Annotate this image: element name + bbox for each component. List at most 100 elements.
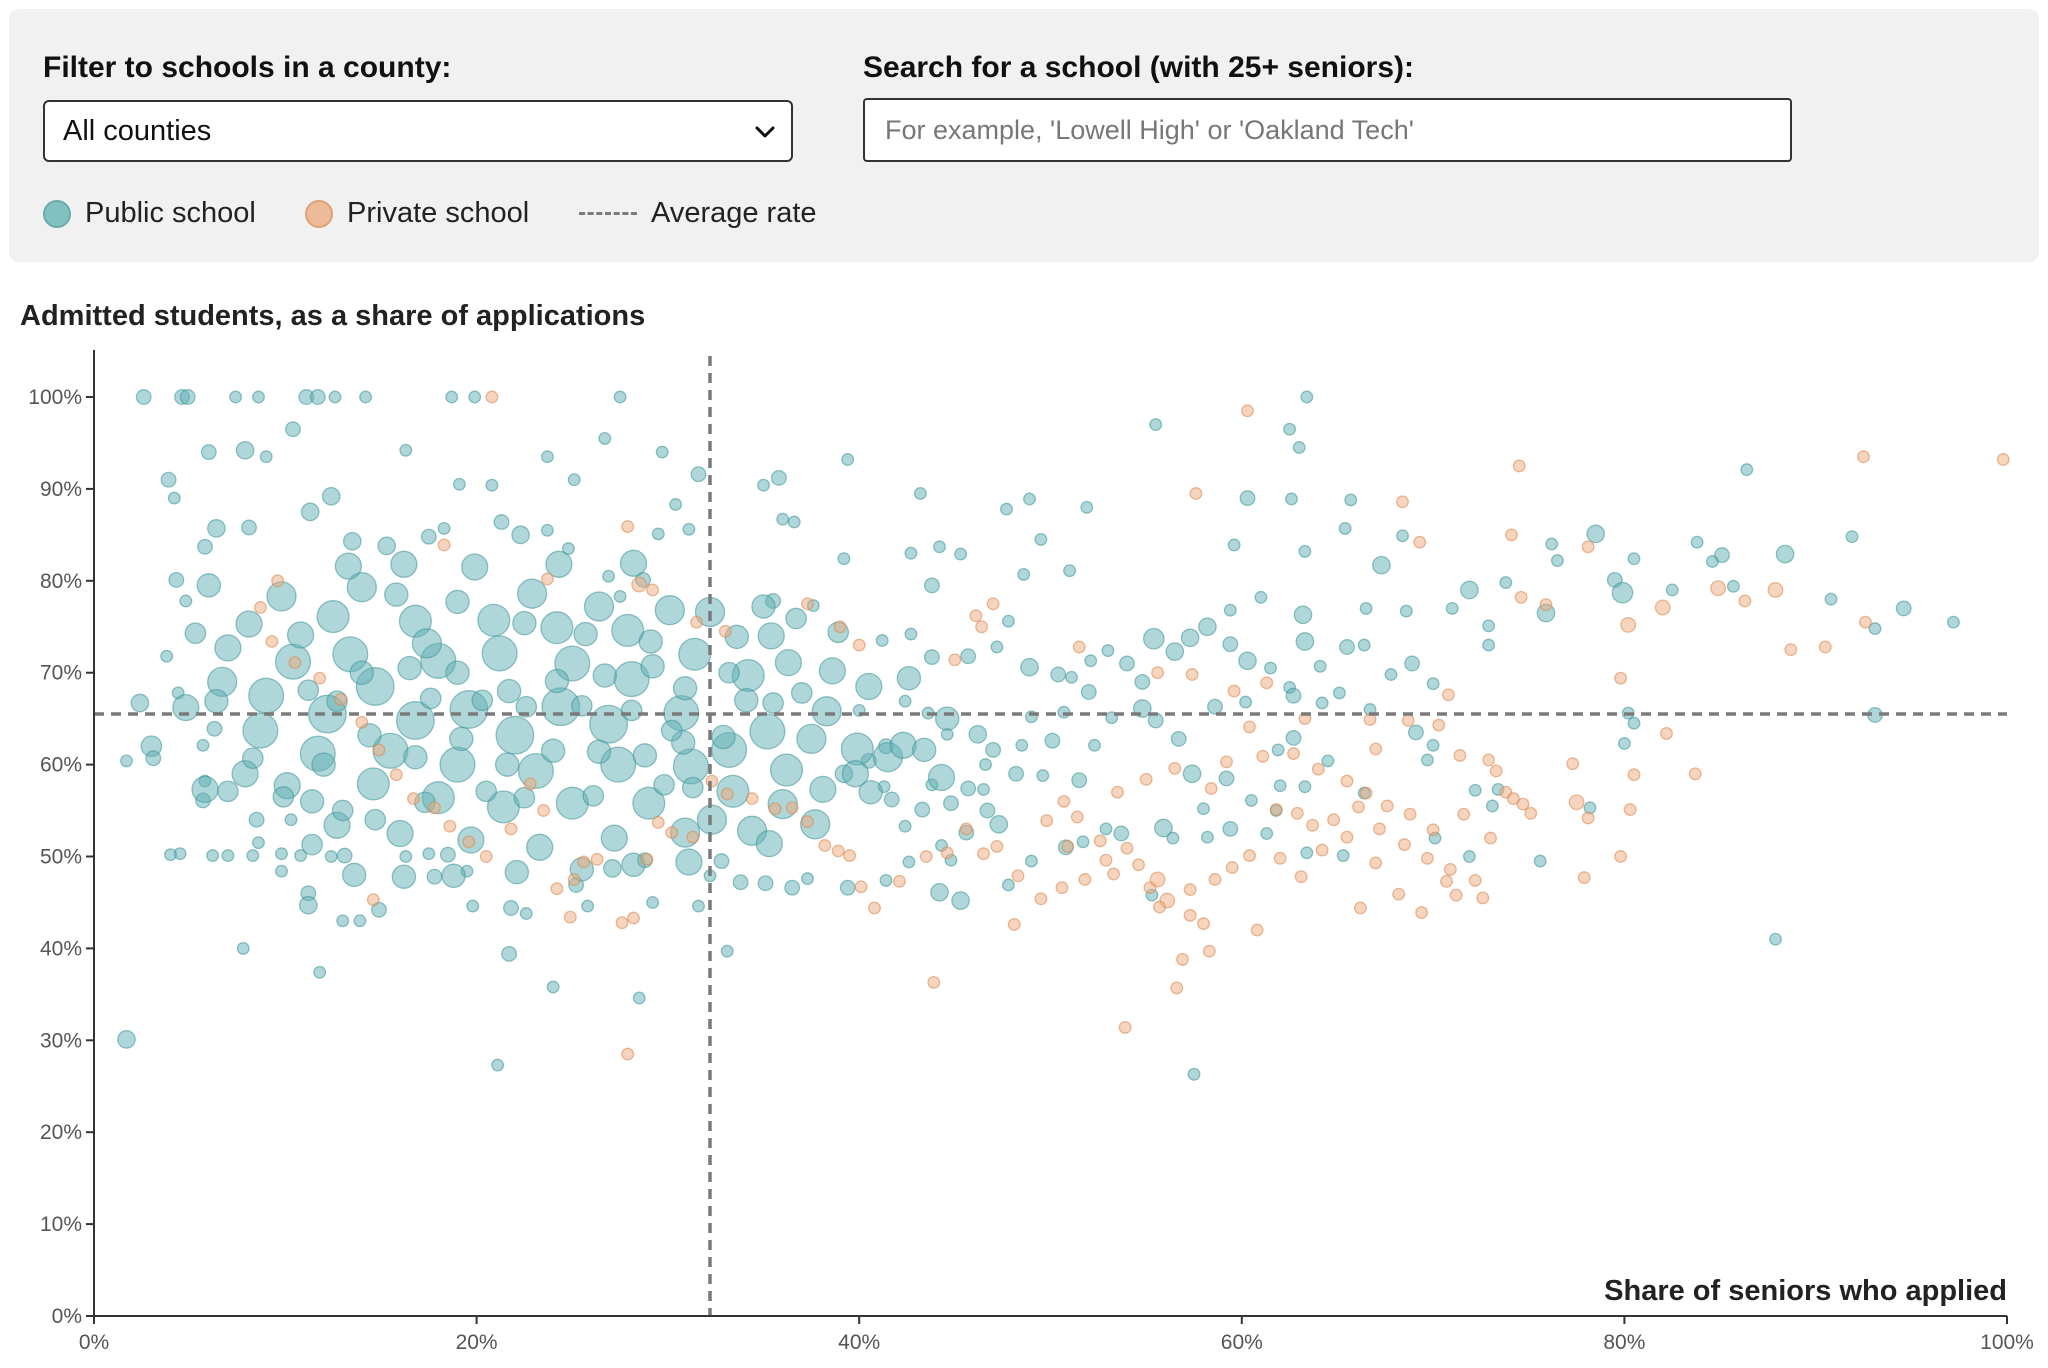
public-school-point: [1321, 754, 1335, 768]
public-school-point: [297, 679, 320, 702]
private-school-point: [1151, 666, 1165, 680]
public-school-point: [471, 689, 494, 712]
private-school-point: [1183, 883, 1197, 897]
public-school-point: [1293, 605, 1313, 625]
public-school-point: [1336, 849, 1350, 863]
private-school-point: [843, 849, 857, 863]
public-school-point: [540, 611, 574, 645]
public-school-point: [391, 864, 417, 889]
public-school-point: [191, 775, 219, 804]
public-school-point: [452, 477, 466, 491]
private-school-point: [462, 835, 476, 849]
private-school-point: [854, 880, 868, 894]
public-school-point: [346, 572, 377, 603]
private-school-point: [1623, 803, 1637, 817]
public-school-point: [1260, 827, 1274, 840]
private-school-point: [977, 847, 990, 861]
public-school-point: [445, 390, 459, 404]
public-school-point: [613, 589, 627, 603]
public-school-point: [495, 715, 535, 755]
public-school-point: [286, 621, 315, 649]
x-tick-label: 80%: [1603, 1331, 1645, 1354]
private-school-point: [745, 792, 759, 806]
private-school-point: [1359, 786, 1373, 800]
public-school-point: [913, 487, 927, 500]
public-school-point: [757, 875, 774, 892]
private-school-point: [1512, 459, 1526, 473]
public-school-point: [855, 672, 883, 701]
public-school-point: [1187, 1067, 1201, 1081]
public-school-point: [259, 450, 273, 464]
private-school-point: [253, 601, 267, 614]
private-school-point: [621, 1047, 635, 1061]
public-school-point: [898, 694, 912, 708]
public-school-point: [252, 390, 265, 404]
private-school-point: [640, 852, 654, 866]
public-school-point: [570, 694, 593, 717]
public-school-point: [540, 450, 554, 464]
private-school-point: [959, 822, 973, 836]
public-school-point: [1050, 666, 1067, 683]
public-school-point: [646, 896, 660, 909]
public-school-point: [1063, 564, 1077, 578]
public-school-point: [602, 569, 616, 583]
private-school-point: [1189, 487, 1203, 500]
public-school-point: [1499, 576, 1513, 590]
private-school-point: [631, 576, 648, 593]
private-school-point: [428, 801, 441, 815]
average-rate-swatch: [579, 212, 637, 215]
public-school-point: [632, 743, 658, 768]
public-school-point: [751, 594, 776, 619]
public-school-swatch: [43, 199, 71, 228]
public-school-point: [620, 699, 643, 722]
private-school-point: [1340, 774, 1354, 788]
public-school-point: [1665, 583, 1679, 597]
private-school-point: [1413, 535, 1427, 549]
public-school-point: [493, 514, 510, 530]
public-school-point: [943, 795, 959, 812]
public-school-point: [248, 811, 265, 828]
private-school-point: [1168, 761, 1182, 775]
public-school-point: [839, 879, 856, 896]
private-school-point: [1225, 861, 1239, 874]
public-school-point: [252, 836, 265, 850]
public-school-point: [316, 600, 350, 634]
public-school-point: [1300, 846, 1314, 860]
public-school-point: [1180, 628, 1200, 648]
private-school-point: [1204, 782, 1218, 795]
public-school-point: [785, 607, 807, 630]
private-school-point: [651, 816, 665, 829]
county-select[interactable]: All counties: [43, 100, 793, 162]
public-school-point: [1238, 651, 1257, 671]
public-school-point: [504, 859, 530, 885]
public-school-point: [933, 540, 946, 554]
public-school-point: [236, 941, 250, 955]
private-school-point: [1120, 841, 1134, 855]
axes-layer: 0% 10% 20% 30% 40% 50% 60% 70% 80% 90% 100% 0% 20% 40…: [28, 350, 2034, 1354]
public-school-point: [334, 552, 363, 580]
school-search-input[interactable]: [863, 98, 1792, 162]
public-school-point: [1627, 716, 1641, 730]
public-school-point: [757, 622, 785, 650]
public-school-point: [331, 799, 354, 822]
public-school-point: [1071, 772, 1088, 789]
public-school-point: [298, 895, 318, 915]
private-school-point: [1373, 822, 1386, 836]
private-school-point: [1581, 540, 1595, 554]
public-school-point: [875, 634, 889, 647]
public-school-point: [519, 907, 533, 920]
private-school-point: [1482, 753, 1496, 767]
private-school-point: [1093, 834, 1107, 848]
private-school-point: [718, 624, 732, 638]
private-school-point: [1484, 831, 1497, 845]
x-tick-label: 100%: [1980, 1331, 2034, 1354]
private-school-point: [1183, 908, 1197, 922]
public-school-point: [1198, 617, 1217, 637]
public-school-point: [960, 780, 977, 797]
private-school-point: [590, 852, 604, 866]
public-school-point: [713, 853, 730, 870]
private-school-point: [1250, 923, 1264, 937]
public-school-point: [1482, 638, 1496, 652]
private-school-point: [1614, 850, 1628, 863]
private-school-point: [1858, 615, 1872, 629]
